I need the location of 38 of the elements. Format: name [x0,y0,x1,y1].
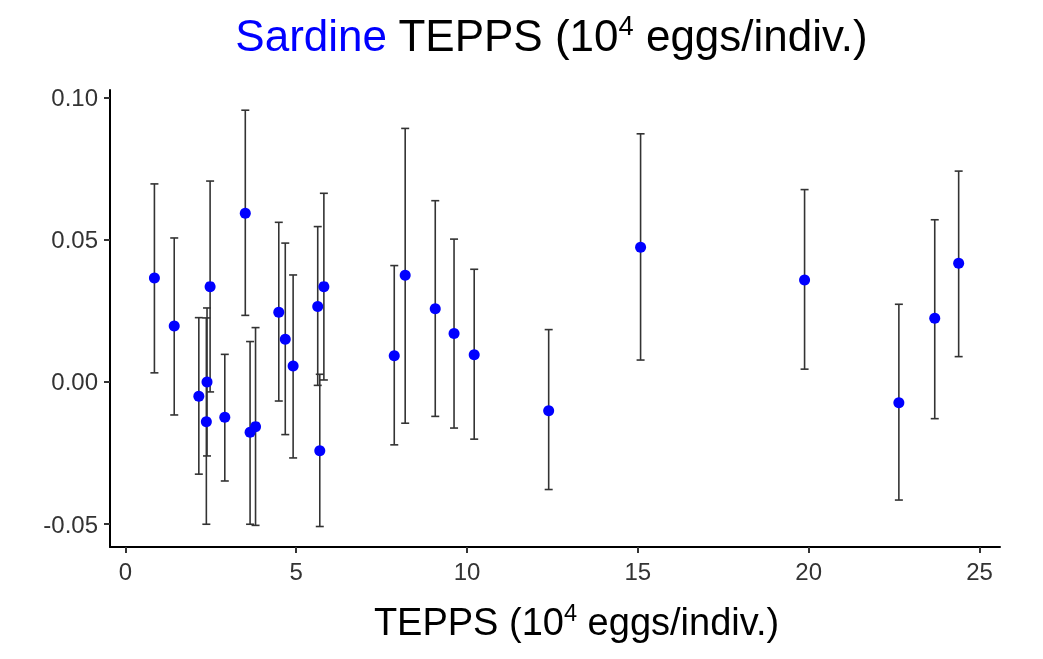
point [448,328,460,340]
point [250,421,262,433]
x-tick-label: 5 [289,557,303,585]
point [399,269,411,281]
x-tick-label: 10 [453,557,481,585]
point [273,306,285,318]
y-tick-label: 0.05 [51,226,98,254]
point [953,257,965,269]
y-tick-label: -0.05 [43,510,98,538]
point [200,416,212,428]
point [468,349,480,361]
point [312,301,324,313]
point [201,376,213,388]
point [148,272,160,284]
point [429,303,441,315]
point [318,281,330,293]
point [635,241,647,253]
y-tick-label: 0.10 [51,83,98,111]
point [193,390,205,402]
point [543,405,555,417]
point [219,411,231,423]
point [168,320,180,332]
point [204,281,216,293]
point [287,360,299,372]
chart-title: Sardine TEPPS (10$^{4}$ eggs/indiv.) [234,10,869,61]
point [893,397,905,409]
x-tick-label: 25 [966,557,993,585]
point [239,207,251,219]
point [279,333,291,345]
x-tick-label: 0 [118,557,133,585]
point [388,350,400,362]
point [929,312,941,324]
y-tick-label: 0.00 [51,368,98,396]
x-tick-label: 20 [795,557,823,585]
x-axis-title: TEPPS (10$^{4}$ eggs/indiv.) [372,600,781,644]
x-tick-label: 15 [624,557,652,585]
point [314,445,326,457]
point [799,274,811,286]
